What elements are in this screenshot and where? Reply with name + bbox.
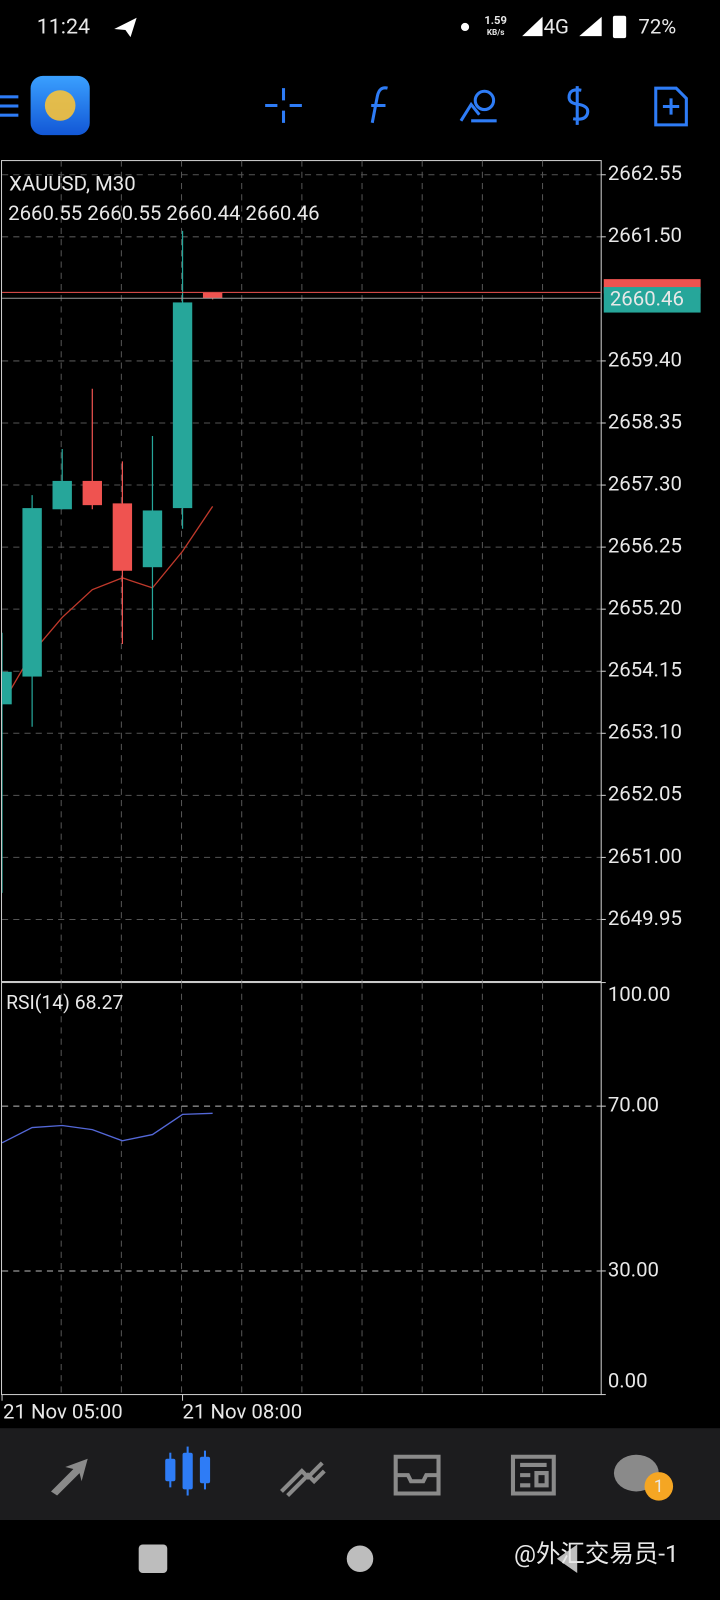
y-tick-label: 70.00 xyxy=(608,1093,659,1117)
x-tick-label: 21 Nov 08:00 xyxy=(183,1399,303,1423)
y-tick-label: 2657.30 xyxy=(608,471,682,495)
bid-label: 2660.46 xyxy=(610,287,684,311)
rsi-title: RSI(14) 68.27 xyxy=(6,991,123,1014)
y-tick-label: 100.00 xyxy=(608,982,671,1006)
y-tick-label: 30.00 xyxy=(608,1257,659,1281)
watermark: @外汇交易员-1 xyxy=(514,1539,679,1568)
back-button[interactable] xyxy=(556,1544,578,1574)
trade-tab[interactable] xyxy=(280,1461,326,1497)
badge-count: 1 xyxy=(654,1477,664,1497)
badge xyxy=(644,1472,674,1501)
x-tick-label: 21 Nov 05:00 xyxy=(3,1399,123,1423)
network: 4G xyxy=(544,14,569,38)
price-plot xyxy=(2,160,601,982)
y-tick-label: 2655.20 xyxy=(608,596,682,620)
y-tick-label: 2659.40 xyxy=(608,347,682,371)
axes: 2662.55 2661.50 2659.40 2658.35 2657.30 2656.… xyxy=(1,161,701,1423)
net-unit: KB/s xyxy=(487,27,505,37)
candle-body xyxy=(112,503,133,571)
candle-body xyxy=(2,671,12,705)
y-tick-label: 2654.15 xyxy=(608,658,682,682)
dot xyxy=(460,22,470,32)
ohlc-text: 2660.55 2660.55 2660.44 2660.46 xyxy=(8,201,319,225)
y-tick-label: 2656.25 xyxy=(608,534,682,558)
y-tick-label: 2662.55 xyxy=(608,161,682,185)
y-tick-label: 2658.35 xyxy=(608,409,682,433)
menu-button[interactable] xyxy=(0,95,19,117)
rsi-line xyxy=(2,1112,213,1144)
objects-button[interactable] xyxy=(459,89,497,123)
y-tick-label: 2651.00 xyxy=(608,844,682,868)
signal2 xyxy=(579,16,602,37)
home-button[interactable] xyxy=(346,1545,374,1573)
candle-body xyxy=(172,302,193,509)
indicator-button[interactable] xyxy=(370,86,388,124)
candle-body xyxy=(202,292,223,299)
clock: 11:24 xyxy=(37,15,90,40)
telegram-icon xyxy=(114,17,137,38)
candle-body xyxy=(52,480,72,510)
crosshair-button[interactable] xyxy=(265,88,302,123)
signal xyxy=(522,16,543,37)
candle-body xyxy=(22,508,42,677)
bottom-nav xyxy=(0,1428,720,1520)
candle-body xyxy=(142,510,163,568)
history-tab[interactable] xyxy=(393,1454,441,1496)
new-order-button[interactable] xyxy=(654,86,688,127)
battery: 72% xyxy=(638,14,676,38)
y-tick-label: 2661.50 xyxy=(608,223,682,247)
logo-mark xyxy=(44,90,76,121)
chart-tab[interactable] xyxy=(165,1446,211,1496)
candle-body xyxy=(82,480,102,506)
y-tick-label: 2649.95 xyxy=(608,906,682,930)
rsi-plot xyxy=(2,982,601,1395)
net-speed: 1.59 xyxy=(484,14,507,27)
bid-tag xyxy=(603,287,701,313)
trade-button[interactable] xyxy=(567,86,590,125)
chart-title: XAUUSD, M30 xyxy=(9,171,136,195)
y-tick-label: 0.00 xyxy=(608,1369,648,1393)
quotes-tab[interactable] xyxy=(50,1458,88,1496)
news-tab[interactable] xyxy=(510,1454,556,1496)
y-tick-label: 2653.10 xyxy=(608,720,682,744)
y-tick-label: 2652.05 xyxy=(608,782,682,806)
recents-button[interactable] xyxy=(138,1544,168,1574)
battery-icon xyxy=(612,15,627,39)
